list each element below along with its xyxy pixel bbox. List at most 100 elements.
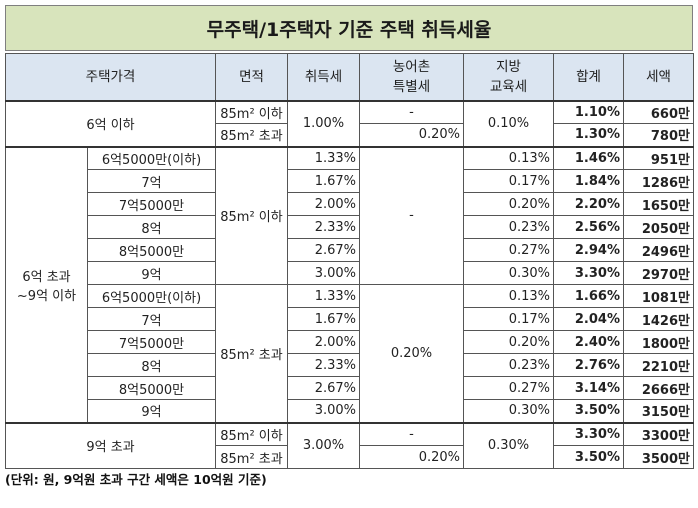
- total-cell: 1.46%: [553, 145, 624, 170]
- table-row: 7억 1.67% 0.17% 2.04% 1426만: [6, 307, 694, 331]
- total-cell: 3.50%: [553, 445, 624, 469]
- acq-tax-cell: 2.67%: [287, 238, 360, 262]
- sub-price-cell: 7억: [87, 307, 216, 331]
- table-row: 6억5000만(이하) 85m² 초과 1.33% 0.20% 0.13% 1.…: [6, 284, 694, 423]
- sub-price-cell: 7억: [87, 169, 216, 193]
- sub-price-cell: 6억5000만(이하): [87, 145, 216, 170]
- rural-tax-cell: -: [359, 421, 464, 446]
- amount-cell: 951만: [623, 145, 694, 170]
- edu-tax-cell: 0.30%: [463, 399, 554, 423]
- rural-tax-cell: 0.20%: [359, 445, 464, 469]
- tax-rate-table: 주택가격 면적 취득세 농어촌 특별세 지방 교육세 합계 세액 6억 이하 85m…: [5, 53, 694, 469]
- acq-tax-cell: 2.00%: [287, 330, 360, 354]
- acq-tax-cell: 1.67%: [287, 307, 360, 331]
- amount-cell: 3300만: [623, 421, 694, 446]
- area-cell: 85m² 이하: [215, 99, 288, 124]
- sub-price-cell: 6억5000만(이하): [87, 284, 216, 308]
- header-price: 주택가격: [5, 53, 216, 101]
- table-row: 85m² 초과 0.20% 1.30% 780만: [6, 123, 694, 147]
- rural-tax-cell: -: [359, 145, 464, 285]
- sub-price-cell: 9억: [87, 399, 216, 423]
- table-row: 8억 2.33% 0.23% 2.76% 2210만: [6, 353, 694, 377]
- header-area: 면적: [215, 53, 288, 101]
- table-row: 7억 1.67% 0.17% 1.84% 1286만: [6, 169, 694, 193]
- amount-cell: 3500만: [623, 445, 694, 469]
- table-row: 9억 초과 85m² 이하 3.00% - 0.30% 3.30% 3300만: [5, 421, 694, 469]
- sub-price-cell: 8억: [87, 353, 216, 377]
- edu-tax-cell: 0.20%: [463, 192, 554, 216]
- amount-cell: 2970만: [623, 261, 694, 285]
- sub-price-cell: 7억5000만: [87, 330, 216, 354]
- amount-cell: 2050만: [623, 215, 694, 239]
- total-cell: 3.30%: [553, 421, 624, 446]
- sub-price-cell: 7억5000만: [87, 192, 216, 216]
- header-total: 합계: [553, 53, 624, 101]
- area-cell: 85m² 이하: [215, 421, 288, 446]
- table-row: 6억 초과 ~9억 이하 6억5000만(이하) 85m² 이하 1.33% - …: [5, 145, 694, 423]
- area-cell: 85m² 초과: [215, 284, 288, 423]
- table-row: 7억5000만 2.00% 0.20% 2.40% 1800만: [6, 330, 694, 354]
- acq-tax-cell: 2.67%: [287, 376, 360, 400]
- acq-tax-cell: 1.67%: [287, 169, 360, 193]
- total-cell: 2.76%: [553, 353, 624, 377]
- total-cell: 1.30%: [553, 123, 624, 147]
- sub-price-cell: 9억: [87, 261, 216, 285]
- area-cell: 85m² 초과: [215, 123, 288, 147]
- amount-cell: 1800만: [623, 330, 694, 354]
- total-cell: 2.20%: [553, 192, 624, 216]
- table-row: 6억 이하 85m² 이하 1.00% - 0.10% 1.10% 660만: [5, 99, 694, 147]
- total-cell: 3.14%: [553, 376, 624, 400]
- header-acq-tax: 취득세: [287, 53, 360, 101]
- amount-cell: 1081만: [623, 284, 694, 308]
- edu-tax-cell: 0.13%: [463, 284, 554, 308]
- area-cell: 85m² 초과: [215, 445, 288, 469]
- edu-tax-cell: 0.27%: [463, 376, 554, 400]
- header-edu-tax: 지방 교육세: [463, 53, 554, 101]
- acq-tax-cell: 3.00%: [287, 261, 360, 285]
- table-row: 8억 2.33% 0.23% 2.56% 2050만: [6, 215, 694, 239]
- edu-tax-cell: 0.23%: [463, 353, 554, 377]
- acq-tax-cell: 2.33%: [287, 353, 360, 377]
- footnote: (단위: 원, 9억원 초과 구간 세액은 10억원 기준): [5, 472, 267, 487]
- edu-tax-cell: 0.17%: [463, 307, 554, 331]
- table-row: 7억5000만 2.00% 0.20% 2.20% 1650만: [6, 192, 694, 216]
- total-cell: 1.84%: [553, 169, 624, 193]
- total-cell: 1.66%: [553, 284, 624, 308]
- sub-price-cell: 8억5000만: [87, 238, 216, 262]
- amount-cell: 2496만: [623, 238, 694, 262]
- total-cell: 2.94%: [553, 238, 624, 262]
- edu-tax-cell: 0.20%: [463, 330, 554, 354]
- sub-price-cell: 8억5000만: [87, 376, 216, 400]
- edu-tax-cell: 0.27%: [463, 238, 554, 262]
- table-row: 8억5000만 2.67% 0.27% 2.94% 2496만: [6, 238, 694, 262]
- acq-tax-cell: 2.00%: [287, 192, 360, 216]
- price-band: 6억 초과 ~9억 이하: [5, 145, 88, 423]
- amount-cell: 1650만: [623, 192, 694, 216]
- total-cell: 2.04%: [553, 307, 624, 331]
- amount-cell: 780만: [623, 123, 694, 147]
- total-cell: 2.56%: [553, 215, 624, 239]
- acq-tax-cell: 3.00%: [287, 421, 360, 469]
- table-row: 9억 3.00% 0.30% 3.30% 2970만: [6, 261, 694, 285]
- rural-tax-cell: 0.20%: [359, 284, 464, 423]
- total-cell: 3.50%: [553, 399, 624, 423]
- area-cell: 85m² 이하: [215, 145, 288, 285]
- acq-tax-cell: 3.00%: [287, 399, 360, 423]
- amount-cell: 3150만: [623, 399, 694, 423]
- acq-tax-cell: 2.33%: [287, 215, 360, 239]
- edu-tax-cell: 0.10%: [463, 99, 554, 147]
- edu-tax-cell: 0.30%: [463, 421, 554, 469]
- amount-cell: 1426만: [623, 307, 694, 331]
- edu-tax-cell: 0.13%: [463, 145, 554, 170]
- amount-cell: 2210만: [623, 353, 694, 377]
- table-row: 9억 3.00% 0.30% 3.50% 3150만: [6, 399, 694, 423]
- price-band: 6억 이하: [5, 99, 216, 147]
- amount-cell: 660만: [623, 99, 694, 124]
- table-row: 85m² 초과 0.20% 3.50% 3500만: [6, 445, 694, 469]
- table-row: 8억5000만 2.67% 0.27% 3.14% 2666만: [6, 376, 694, 400]
- acq-tax-cell: 1.00%: [287, 99, 360, 147]
- edu-tax-cell: 0.30%: [463, 261, 554, 285]
- header-rural-tax: 농어촌 특별세: [359, 53, 464, 101]
- total-cell: 1.10%: [553, 99, 624, 124]
- total-cell: 2.40%: [553, 330, 624, 354]
